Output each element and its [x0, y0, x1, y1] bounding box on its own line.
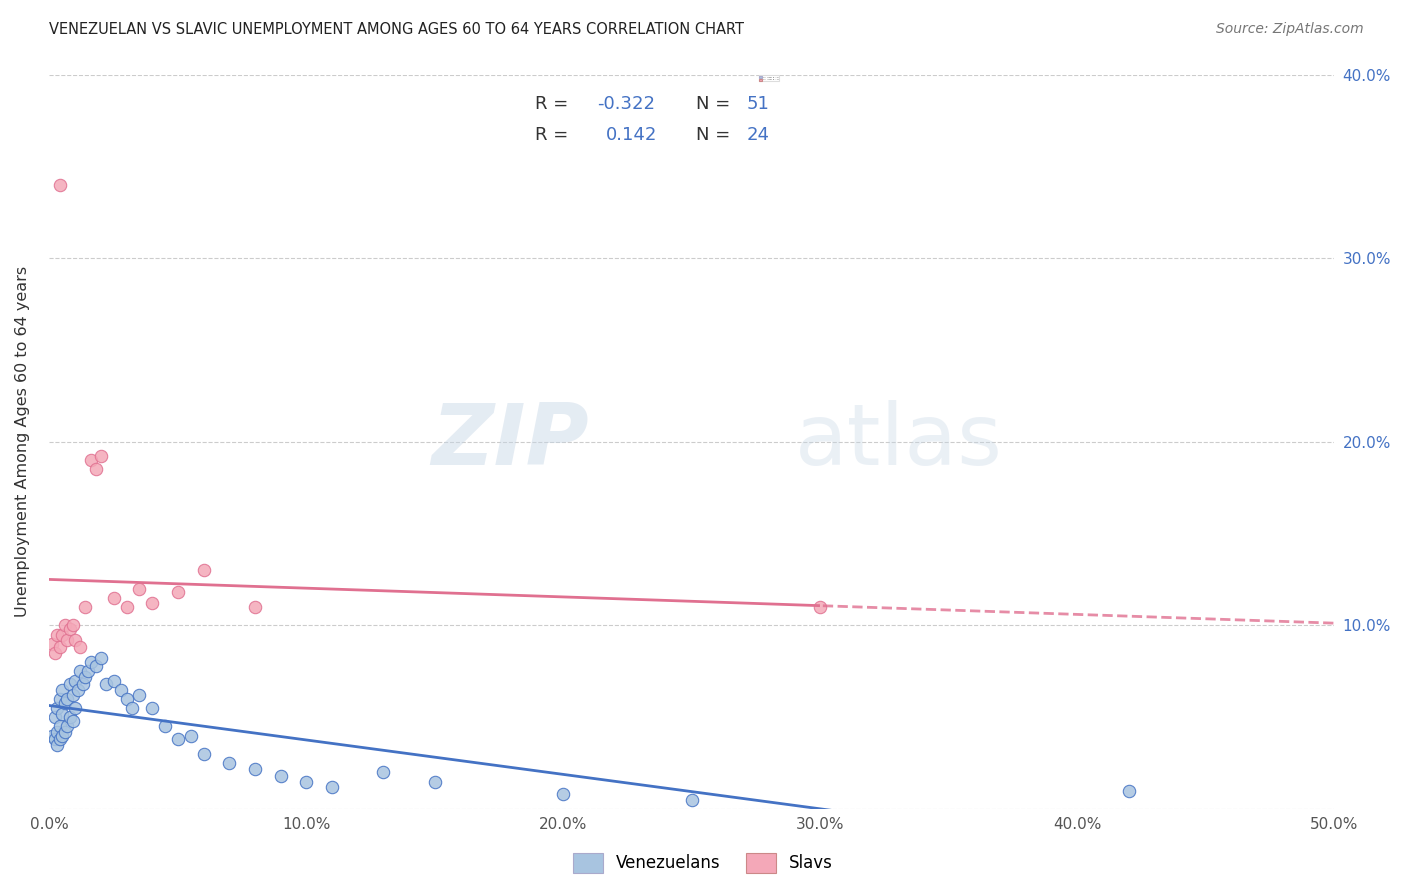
- Point: [62, 688, 84, 702]
- Point: [56, 719, 79, 733]
- Point: [218, 756, 240, 771]
- Point: [59, 677, 82, 691]
- Point: [321, 780, 343, 794]
- Point: [48, 692, 70, 706]
- Point: [44, 646, 66, 660]
- Point: [44, 710, 66, 724]
- Point: [79, 655, 101, 669]
- Legend: Venezuelans, Slavs: Venezuelans, Slavs: [567, 847, 839, 880]
- Text: N =: N =: [696, 126, 730, 144]
- Point: [46, 725, 69, 739]
- Point: [167, 585, 190, 599]
- Point: [167, 732, 190, 747]
- Point: [63, 633, 86, 648]
- Point: [56, 633, 79, 648]
- Point: [48, 719, 70, 733]
- Point: [46, 738, 69, 752]
- Point: [51, 706, 73, 721]
- Point: [373, 765, 395, 780]
- Point: [128, 582, 150, 596]
- Text: VENEZUELAN VS SLAVIC UNEMPLOYMENT AMONG AGES 60 TO 64 YEARS CORRELATION CHART: VENEZUELAN VS SLAVIC UNEMPLOYMENT AMONG …: [49, 22, 744, 37]
- Point: [79, 453, 101, 467]
- Point: [180, 729, 202, 743]
- Point: [1118, 783, 1140, 797]
- Point: [103, 673, 125, 688]
- Point: [75, 600, 97, 615]
- Text: -0.322: -0.322: [596, 95, 655, 113]
- Text: atlas: atlas: [794, 401, 1002, 483]
- Point: [121, 701, 143, 715]
- Point: [41, 637, 63, 651]
- Point: [128, 688, 150, 702]
- Point: [51, 729, 73, 743]
- Point: [48, 640, 70, 655]
- Point: [90, 450, 112, 464]
- Point: [553, 788, 575, 802]
- Point: [48, 732, 70, 747]
- Point: [62, 618, 84, 632]
- Point: [62, 714, 84, 728]
- Point: [48, 178, 70, 192]
- Point: [63, 701, 86, 715]
- Point: [41, 729, 63, 743]
- Point: [193, 563, 215, 577]
- Point: [141, 701, 163, 715]
- Text: ZIP: ZIP: [432, 401, 589, 483]
- Text: N =: N =: [696, 95, 730, 113]
- Point: [103, 591, 125, 605]
- Text: 51: 51: [747, 95, 770, 113]
- Point: [44, 732, 66, 747]
- Point: [77, 665, 100, 679]
- Text: 24: 24: [747, 126, 770, 144]
- Point: [193, 747, 215, 761]
- Point: [141, 596, 163, 610]
- Point: [84, 658, 107, 673]
- Point: [295, 774, 318, 789]
- Text: 0.142: 0.142: [606, 126, 657, 144]
- Legend:  R =  -0.322   N =  51,  R =   0.142   N =  24: R = -0.322 N = 51, R = 0.142 N = 24: [758, 75, 779, 81]
- Point: [51, 627, 73, 641]
- Point: [115, 600, 138, 615]
- Point: [72, 677, 94, 691]
- Point: [59, 710, 82, 724]
- Point: [681, 793, 703, 807]
- Point: [46, 627, 69, 641]
- Point: [59, 622, 82, 636]
- Point: [53, 725, 76, 739]
- Point: [69, 665, 91, 679]
- Point: [53, 696, 76, 710]
- Point: [75, 670, 97, 684]
- Text: R =: R =: [536, 126, 568, 144]
- Text: Source: ZipAtlas.com: Source: ZipAtlas.com: [1216, 22, 1364, 37]
- Point: [94, 677, 117, 691]
- Text: R =: R =: [536, 95, 568, 113]
- Point: [46, 701, 69, 715]
- Point: [808, 600, 831, 615]
- Point: [110, 682, 132, 697]
- Point: [243, 600, 266, 615]
- Point: [115, 692, 138, 706]
- Point: [90, 651, 112, 665]
- Point: [51, 682, 73, 697]
- Y-axis label: Unemployment Among Ages 60 to 64 years: Unemployment Among Ages 60 to 64 years: [15, 266, 30, 617]
- Point: [84, 462, 107, 476]
- Point: [69, 640, 91, 655]
- Point: [270, 769, 292, 783]
- Point: [66, 682, 89, 697]
- Point: [153, 719, 176, 733]
- Point: [53, 618, 76, 632]
- Point: [56, 692, 79, 706]
- Point: [63, 673, 86, 688]
- Point: [423, 774, 446, 789]
- Point: [243, 762, 266, 776]
